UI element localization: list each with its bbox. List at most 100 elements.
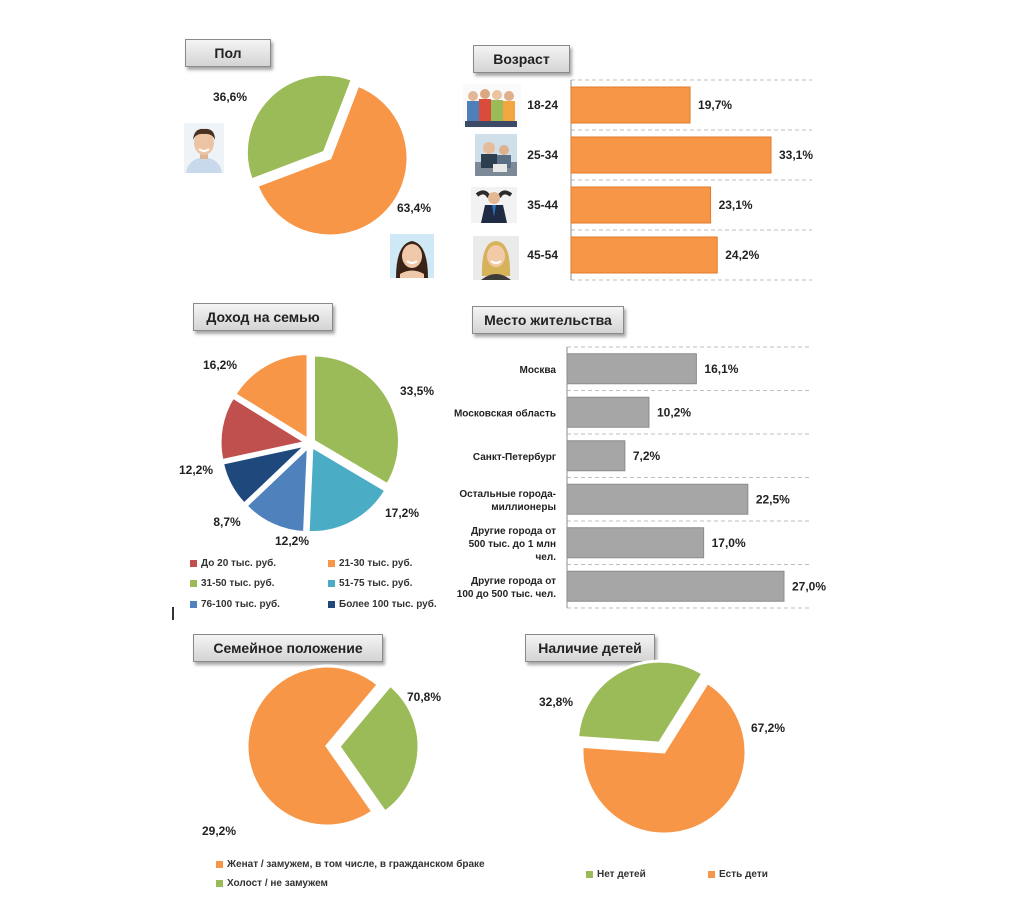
youth-group-photo-icon	[463, 84, 521, 128]
gender-slice-1	[244, 72, 355, 182]
age-bar-2	[570, 186, 712, 224]
marital-slice-1	[337, 683, 421, 815]
legend-label: Нет детей	[597, 869, 646, 880]
residence-category-label-5: Другие города от 100 до 500 тыс. чел.	[457, 576, 556, 600]
children-slice-label-0: 67,2%	[751, 721, 785, 735]
legend-label: До 20 тыс. руб.	[201, 558, 277, 569]
residence-bar-3	[566, 483, 749, 515]
income-slice-3	[220, 442, 312, 507]
legend-item-31-50: 31-50 тыс. руб.	[190, 578, 274, 589]
marital-slice-label-0: 70,8%	[407, 690, 441, 704]
residence-category-label-3: Остальные города-миллионеры	[459, 489, 556, 513]
age-category-label-3: 45-54	[527, 248, 558, 262]
legend-swatch	[190, 579, 197, 587]
children-chart-title: Наличие детей	[525, 634, 655, 662]
age-category-label-2: 35-44	[527, 198, 558, 212]
office-workers-photo-icon	[475, 134, 517, 176]
gender-chart-title: Пол	[185, 39, 271, 67]
legend-label: Женат / замужем, в том числе, в гражданс…	[227, 859, 485, 870]
legend-item-21-30: 21-30 тыс. руб.	[328, 558, 412, 569]
text-cursor	[172, 607, 174, 620]
legend-label: 76-100 тыс. руб.	[201, 599, 280, 610]
residence-bar-4	[566, 527, 705, 559]
legend-swatch	[328, 600, 335, 608]
legend-label: Холост / не замужем	[227, 878, 328, 889]
income-slice-4	[218, 395, 311, 463]
income-chart-title: Доход на семью	[193, 303, 333, 331]
residence-value-label-0: 16,1%	[704, 362, 738, 376]
legend-label: 21-30 тыс. руб.	[339, 558, 413, 569]
age-category-label-1: 25-34	[527, 148, 558, 162]
legend-item-76-100: 76-100 тыс. руб.	[190, 599, 280, 610]
income-slice-label-3: 8,7%	[213, 515, 241, 529]
marital-slice-label-1: 29,2%	[202, 824, 236, 838]
age-bar-3	[570, 236, 718, 274]
income-slice-label-1: 17,2%	[385, 506, 419, 520]
residence-value-label-2: 7,2%	[633, 449, 661, 463]
residence-value-label-4: 17,0%	[712, 536, 746, 550]
female-avatar-icon	[390, 234, 434, 278]
businessman-photo-icon	[471, 187, 517, 223]
children-slice-1	[576, 659, 705, 745]
legend-swatch	[586, 870, 593, 878]
legend-swatch	[216, 860, 223, 868]
age-value-label-0: 19,7%	[698, 98, 732, 112]
businesswoman-photo-icon	[473, 236, 519, 280]
residence-category-label-1: Московская область	[454, 407, 556, 419]
gender-slice-label-1: 36,6%	[213, 90, 247, 104]
legend-item-51-75: 51-75 тыс. руб.	[328, 578, 412, 589]
gender-slice-0	[255, 83, 410, 238]
legend-item-married: Женат / замужем, в том числе, в гражданс…	[216, 859, 485, 870]
age-value-label-1: 33,1%	[779, 148, 813, 162]
legend-label: Есть дети	[719, 869, 768, 880]
legend-swatch	[190, 600, 197, 608]
residence-value-label-3: 22,5%	[756, 492, 790, 506]
children-slice-label-1: 32,8%	[539, 695, 573, 709]
age-bar-1	[570, 136, 772, 174]
age-bar-0	[570, 86, 691, 124]
age-chart-title: Возраст	[473, 45, 570, 73]
legend-swatch	[190, 559, 197, 567]
gender-slice-label-0: 63,4%	[397, 201, 431, 215]
children-slice-0	[580, 680, 748, 836]
legend-item-under-20: До 20 тыс. руб.	[190, 558, 276, 569]
residence-value-label-5: 27,0%	[792, 579, 826, 593]
residence-bar-5	[566, 570, 785, 602]
legend-label: Более 100 тыс. руб.	[339, 599, 437, 610]
income-slice-label-4: 12,2%	[179, 463, 213, 477]
income-slice-label-0: 33,5%	[400, 384, 434, 398]
residence-value-label-1: 10,2%	[657, 405, 691, 419]
residence-category-label-2: Санкт-Петербург	[473, 451, 556, 463]
income-slice-1	[306, 443, 388, 534]
income-slice-label-5: 16,2%	[203, 358, 237, 372]
age-value-label-3: 24,2%	[725, 248, 759, 262]
age-value-label-2: 23,1%	[719, 198, 753, 212]
legend-item-single: Холост / не замужем	[216, 878, 328, 889]
residence-category-label-0: Москва	[520, 365, 557, 376]
legend-item-has-children: Есть дети	[708, 869, 768, 880]
residence-category-label-4: Другие города от 500 тыс. до 1 млн чел.	[469, 526, 557, 563]
legend-label: 31-50 тыс. руб.	[201, 578, 275, 589]
residence-bar-1	[566, 396, 650, 428]
marital-slice-0	[245, 664, 381, 828]
legend-label: 51-75 тыс. руб.	[339, 578, 413, 589]
legend-swatch	[328, 559, 335, 567]
age-category-label-0: 18-24	[527, 98, 558, 112]
residence-bar-0	[566, 353, 697, 385]
legend-item-no-children: Нет детей	[586, 869, 646, 880]
residence-bar-2	[566, 440, 626, 472]
marital-chart-title: Семейное положение	[193, 634, 383, 662]
legend-swatch	[708, 870, 715, 878]
residence-chart-title: Место жительства	[472, 306, 624, 334]
male-avatar-icon	[184, 123, 224, 173]
legend-item-over-100: Более 100 тыс. руб.	[328, 599, 437, 610]
income-slice-0	[311, 353, 401, 487]
income-slice-label-2: 12,2%	[275, 534, 309, 548]
legend-swatch	[328, 579, 335, 587]
